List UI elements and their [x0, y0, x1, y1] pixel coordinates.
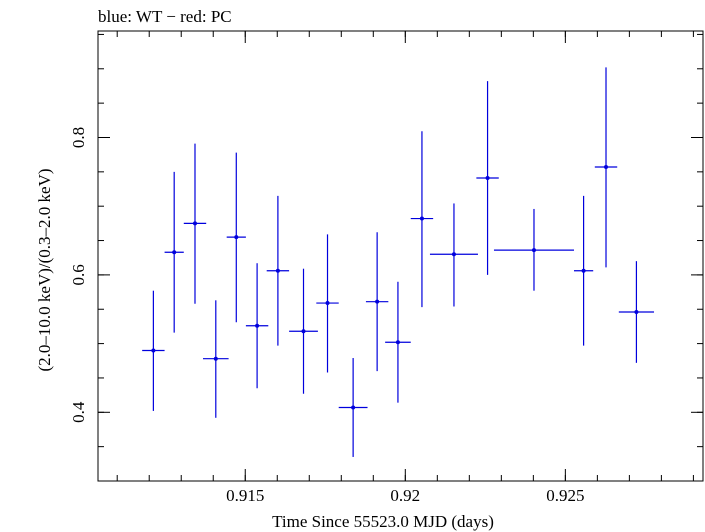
data-point	[385, 281, 411, 403]
data-point	[183, 143, 207, 304]
data-point	[245, 263, 269, 389]
data-point	[316, 234, 339, 373]
data-point	[338, 358, 368, 457]
point-marker	[604, 165, 609, 170]
point-marker	[172, 250, 177, 255]
data-points	[142, 67, 655, 457]
y-tick-label: 0.6	[69, 264, 88, 285]
point-marker	[192, 221, 197, 226]
point-marker	[375, 299, 380, 304]
x-tick-label: 0.925	[546, 486, 584, 505]
y-axis-label: (2.0–10.0 keV)/(0.3–2.0 keV)	[35, 168, 54, 371]
chart-title: blue: WT − red: PC	[98, 7, 232, 26]
data-point	[594, 67, 618, 268]
data-point	[202, 300, 229, 418]
point-marker	[325, 301, 330, 306]
point-marker	[531, 248, 536, 253]
plot-frame	[97, 30, 704, 482]
point-marker	[275, 268, 280, 273]
axis-ticks: 0.915 0.92 0.925 0.4 0.6 0.8	[69, 31, 703, 505]
data-point	[410, 131, 434, 308]
point-marker	[351, 405, 356, 410]
point-marker	[213, 356, 218, 361]
point-marker	[234, 235, 239, 240]
x-tick-label: 0.92	[390, 486, 420, 505]
data-point	[429, 203, 478, 307]
point-marker	[151, 348, 156, 353]
data-point	[142, 290, 165, 411]
point-marker	[395, 340, 400, 345]
point-marker	[581, 268, 586, 273]
data-point	[365, 232, 389, 372]
x-tick-label: 0.915	[226, 486, 264, 505]
data-point	[289, 268, 318, 394]
point-marker	[634, 309, 639, 314]
data-point	[226, 152, 246, 323]
point-marker	[451, 252, 456, 257]
point-marker	[255, 323, 260, 328]
point-marker	[419, 216, 424, 221]
y-tick-label: 0.4	[69, 401, 88, 423]
data-point	[266, 195, 290, 346]
data-point	[573, 195, 594, 346]
x-axis-label: Time Since 55523.0 MJD (days)	[272, 512, 494, 531]
point-marker	[301, 329, 306, 334]
data-point	[618, 261, 655, 363]
y-tick-label: 0.8	[69, 127, 88, 148]
data-point	[476, 81, 499, 275]
point-marker	[485, 176, 490, 181]
data-point	[164, 171, 184, 333]
data-point	[493, 208, 574, 291]
